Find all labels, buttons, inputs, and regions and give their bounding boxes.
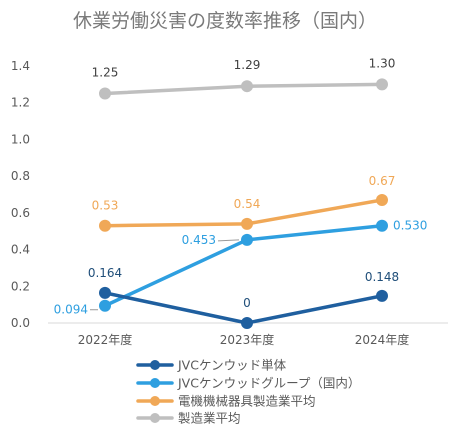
- data-label: 1.30: [369, 56, 396, 70]
- y-tick-label: 1.4: [11, 59, 30, 73]
- data-label: 0.53: [92, 199, 119, 213]
- series-layer: [99, 78, 388, 329]
- data-label: 0.530: [393, 219, 427, 233]
- y-tick-label: 0.2: [11, 279, 30, 293]
- y-tick-label: 0.8: [11, 169, 30, 183]
- legend: JVCケンウッド単体 JVCケンウッドグループ（国内） 電機機械器具製造業平均製造業…: [136, 358, 360, 426]
- y-tick-label: 0.0: [11, 316, 30, 330]
- y-tick-label: 0.6: [11, 206, 30, 220]
- legend-swatch-marker: [150, 378, 160, 388]
- data-label: 0.54: [234, 197, 261, 211]
- x-tick-label: 2023年度: [220, 332, 275, 347]
- data-label: 0.148: [365, 270, 399, 284]
- data-label: 1.25: [92, 66, 119, 80]
- data-point: [99, 87, 111, 100]
- data-label: 0.164: [88, 266, 122, 280]
- data-point: [99, 299, 111, 312]
- data-point: [241, 217, 253, 230]
- y-axis: 0.0 0.2 0.4 0.6 0.8 1.0 1.2 1.4: [11, 59, 30, 330]
- data-point: [376, 194, 388, 207]
- data-point: [241, 317, 253, 329]
- legend-entry: 製造業平均: [178, 411, 241, 426]
- chart-title: 休業労働災害の度数率推移（国内）: [73, 10, 377, 32]
- y-tick-label: 1.0: [11, 132, 30, 146]
- data-label: 0.67: [369, 174, 396, 188]
- legend-entry: JVCケンウッド単体: [177, 358, 287, 373]
- data-label: 0: [243, 296, 251, 310]
- data-point: [376, 219, 388, 232]
- legend-swatch-marker: [150, 396, 160, 406]
- data-point: [241, 233, 253, 246]
- data-point: [99, 286, 111, 299]
- data-point: [376, 289, 388, 302]
- data-label: 1.29: [234, 58, 261, 72]
- label-leader: [217, 239, 240, 242]
- x-tick-label: 2024年度: [355, 332, 410, 347]
- data-point: [99, 219, 111, 232]
- data-label: 0.094: [54, 303, 88, 317]
- data-point: [376, 78, 388, 91]
- y-tick-label: 1.2: [11, 96, 30, 110]
- legend-entry: JVCケンウッドグループ（国内）: [177, 376, 360, 391]
- x-axis: 2022年度 2023年度 2024年度: [78, 332, 410, 347]
- y-tick-label: 0.4: [11, 243, 30, 257]
- legend-swatch-marker: [150, 413, 160, 423]
- data-labels: 0.164 0 0.148 0.094 0.453 0.530 0.53 0.54 0.67 1.…: [54, 56, 428, 316]
- data-point: [241, 80, 253, 93]
- legend-swatch-marker: [150, 360, 160, 370]
- data-label: 0.453: [182, 233, 216, 247]
- x-tick-label: 2022年度: [78, 332, 133, 347]
- legend-entry: 電機機械器具製造業平均: [178, 394, 316, 409]
